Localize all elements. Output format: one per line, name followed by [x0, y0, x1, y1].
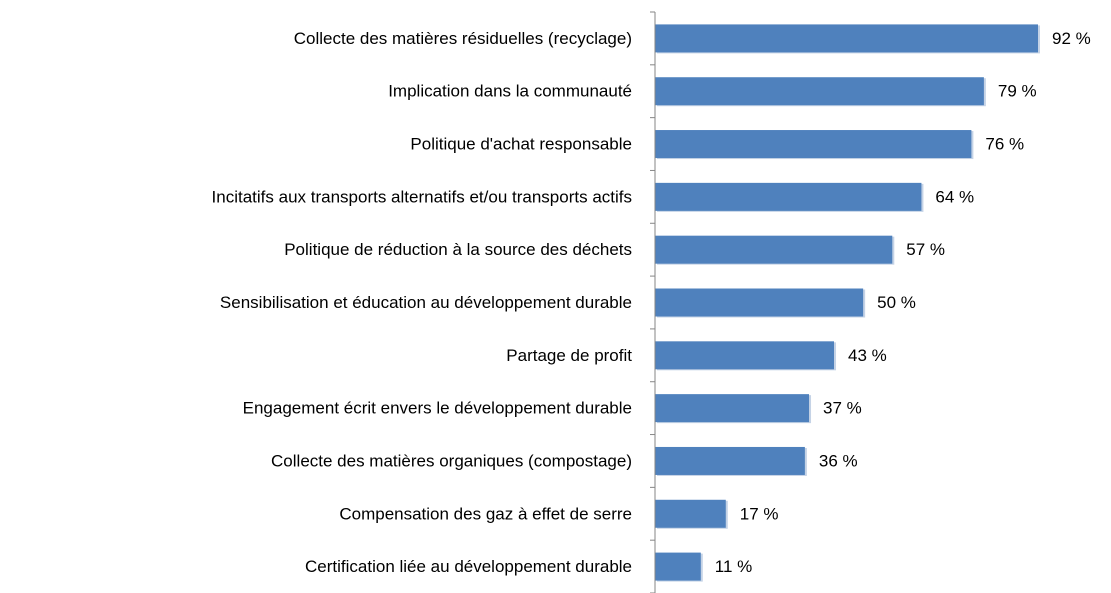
value-label: 92 % — [1052, 29, 1091, 48]
bar — [655, 446, 805, 475]
value-label: 37 % — [823, 399, 862, 418]
bar — [655, 288, 864, 317]
bar — [655, 552, 701, 581]
category-label: Collecte des matières organiques (compos… — [271, 451, 632, 470]
value-label: 17 % — [740, 504, 779, 523]
value-label: 50 % — [877, 293, 916, 312]
value-label: 79 % — [998, 82, 1037, 101]
value-label: 43 % — [848, 346, 887, 365]
category-label: Politique de réduction à la source des d… — [284, 240, 632, 259]
value-label: 57 % — [906, 240, 945, 259]
bar — [655, 394, 810, 423]
category-label: Partage de profit — [506, 346, 632, 365]
category-label: Collecte des matières résiduelles (recyc… — [294, 29, 632, 48]
category-label: Implication dans la communauté — [388, 82, 632, 101]
category-label: Certification liée au développement dura… — [305, 557, 632, 576]
value-label: 64 % — [935, 187, 974, 206]
category-label: Politique d'achat responsable — [410, 135, 632, 154]
category-label: Engagement écrit envers le développement… — [243, 399, 632, 418]
bar — [655, 341, 835, 370]
bar — [655, 24, 1038, 53]
category-label: Sensibilisation et éducation au développ… — [220, 293, 632, 312]
category-label: Incitatifs aux transports alternatifs et… — [212, 187, 632, 206]
value-label: 76 % — [985, 135, 1024, 154]
bar — [655, 130, 972, 159]
bar — [655, 182, 922, 211]
bar — [655, 235, 893, 264]
category-label: Compensation des gaz à effet de serre — [339, 504, 632, 523]
value-label: 11 % — [715, 557, 753, 576]
bar — [655, 77, 984, 106]
bar — [655, 499, 726, 528]
value-label: 36 % — [819, 451, 858, 470]
